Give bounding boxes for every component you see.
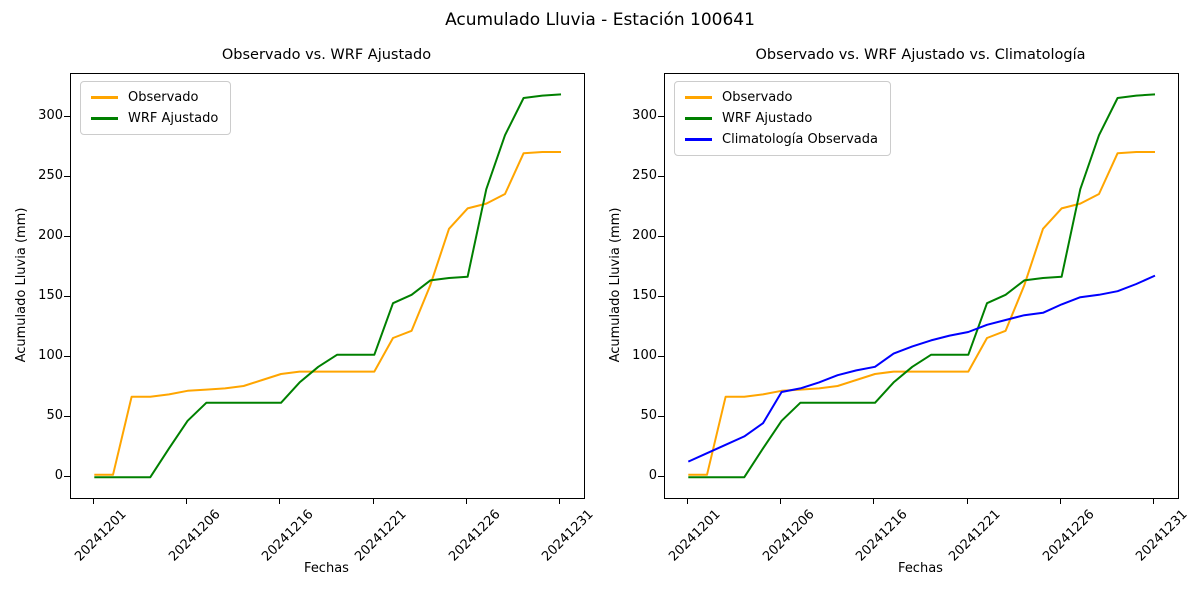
y-tick-mark [658, 295, 664, 297]
x-tick-mark [372, 498, 374, 504]
x-tick-mark [780, 498, 782, 504]
x-tick-mark [1060, 498, 1062, 504]
x-tick-mark [686, 498, 688, 504]
left-subplot-title: Observado vs. WRF Ajustado [221, 47, 432, 63]
y-tick-mark [64, 235, 70, 237]
x-tick-mark [279, 498, 281, 504]
right-subplot-title: Observado vs. WRF Ajustado vs. Climatolo… [755, 47, 1086, 63]
legend-label: Climatología Observada [722, 132, 878, 147]
series-line-observado [94, 151, 561, 476]
left-chart-canvas [94, 93, 562, 479]
left-plot-area [70, 73, 585, 499]
x-tick-mark [92, 498, 94, 504]
legend-line-swatch [91, 117, 118, 120]
right-chart-canvas [687, 93, 1156, 479]
series-line-wrf-ajustado [94, 93, 562, 479]
y-tick-mark [658, 115, 664, 117]
left-legend: Observado WRF Ajustado [80, 81, 232, 135]
y-tick-label: 150 [632, 288, 657, 304]
y-tick-label: 300 [632, 108, 657, 124]
x-tick-mark [966, 498, 968, 504]
y-tick-mark [64, 475, 70, 477]
y-tick-label: 150 [38, 288, 63, 304]
right-legend: Observado WRF Ajustado Climatología Observ… [674, 81, 891, 156]
y-tick-mark [64, 115, 70, 117]
y-tick-label: 250 [38, 168, 63, 184]
right-y-axis-label: Acumulado Lluvia (mm) [608, 207, 623, 363]
y-tick-mark [658, 235, 664, 237]
y-tick-label: 250 [632, 168, 657, 184]
y-tick-label: 100 [632, 348, 657, 364]
legend-label: WRF Ajustado [128, 111, 219, 126]
y-tick-label: 50 [46, 408, 63, 424]
y-tick-label: 0 [54, 468, 63, 484]
x-tick-mark [1153, 498, 1155, 504]
legend-line-swatch [685, 117, 712, 120]
legend-item: WRF Ajustado [685, 108, 878, 129]
x-tick-mark [466, 498, 468, 504]
x-tick-mark [559, 498, 561, 504]
y-tick-label: 200 [38, 228, 63, 244]
x-tick-mark [186, 498, 188, 504]
y-tick-mark [64, 175, 70, 177]
series-line-wrf-ajustado [688, 93, 1156, 479]
y-tick-mark [64, 415, 70, 417]
y-tick-label: 100 [38, 348, 63, 364]
y-tick-mark [64, 295, 70, 297]
legend-item: WRF Ajustado [91, 108, 218, 129]
legend-item: Observado [91, 87, 218, 108]
y-tick-label: 200 [632, 228, 657, 244]
y-tick-mark [64, 355, 70, 357]
y-tick-label: 300 [38, 108, 63, 124]
y-tick-mark [658, 415, 664, 417]
legend-label: Observado [128, 90, 199, 105]
left-y-axis-label: Acumulado Lluvia (mm) [14, 207, 29, 363]
figure-title: Acumulado Lluvia - Estación 100641 [445, 10, 755, 30]
legend-label: WRF Ajustado [722, 111, 813, 126]
legend-label: Observado [722, 90, 793, 105]
legend-item: Observado [685, 87, 878, 108]
y-tick-mark [658, 355, 664, 357]
right-x-axis-label: Fechas [898, 561, 943, 576]
legend-line-swatch [685, 138, 712, 141]
left-x-axis-label: Fechas [304, 561, 349, 576]
legend-item: Climatología Observada [685, 129, 878, 150]
y-tick-mark [658, 475, 664, 477]
y-tick-mark [658, 175, 664, 177]
y-tick-label: 50 [640, 408, 657, 424]
legend-line-swatch [685, 96, 712, 99]
x-tick-mark [873, 498, 875, 504]
legend-line-swatch [91, 96, 118, 99]
y-tick-label: 0 [648, 468, 657, 484]
series-line-climatolog-a-observada [687, 274, 1156, 463]
